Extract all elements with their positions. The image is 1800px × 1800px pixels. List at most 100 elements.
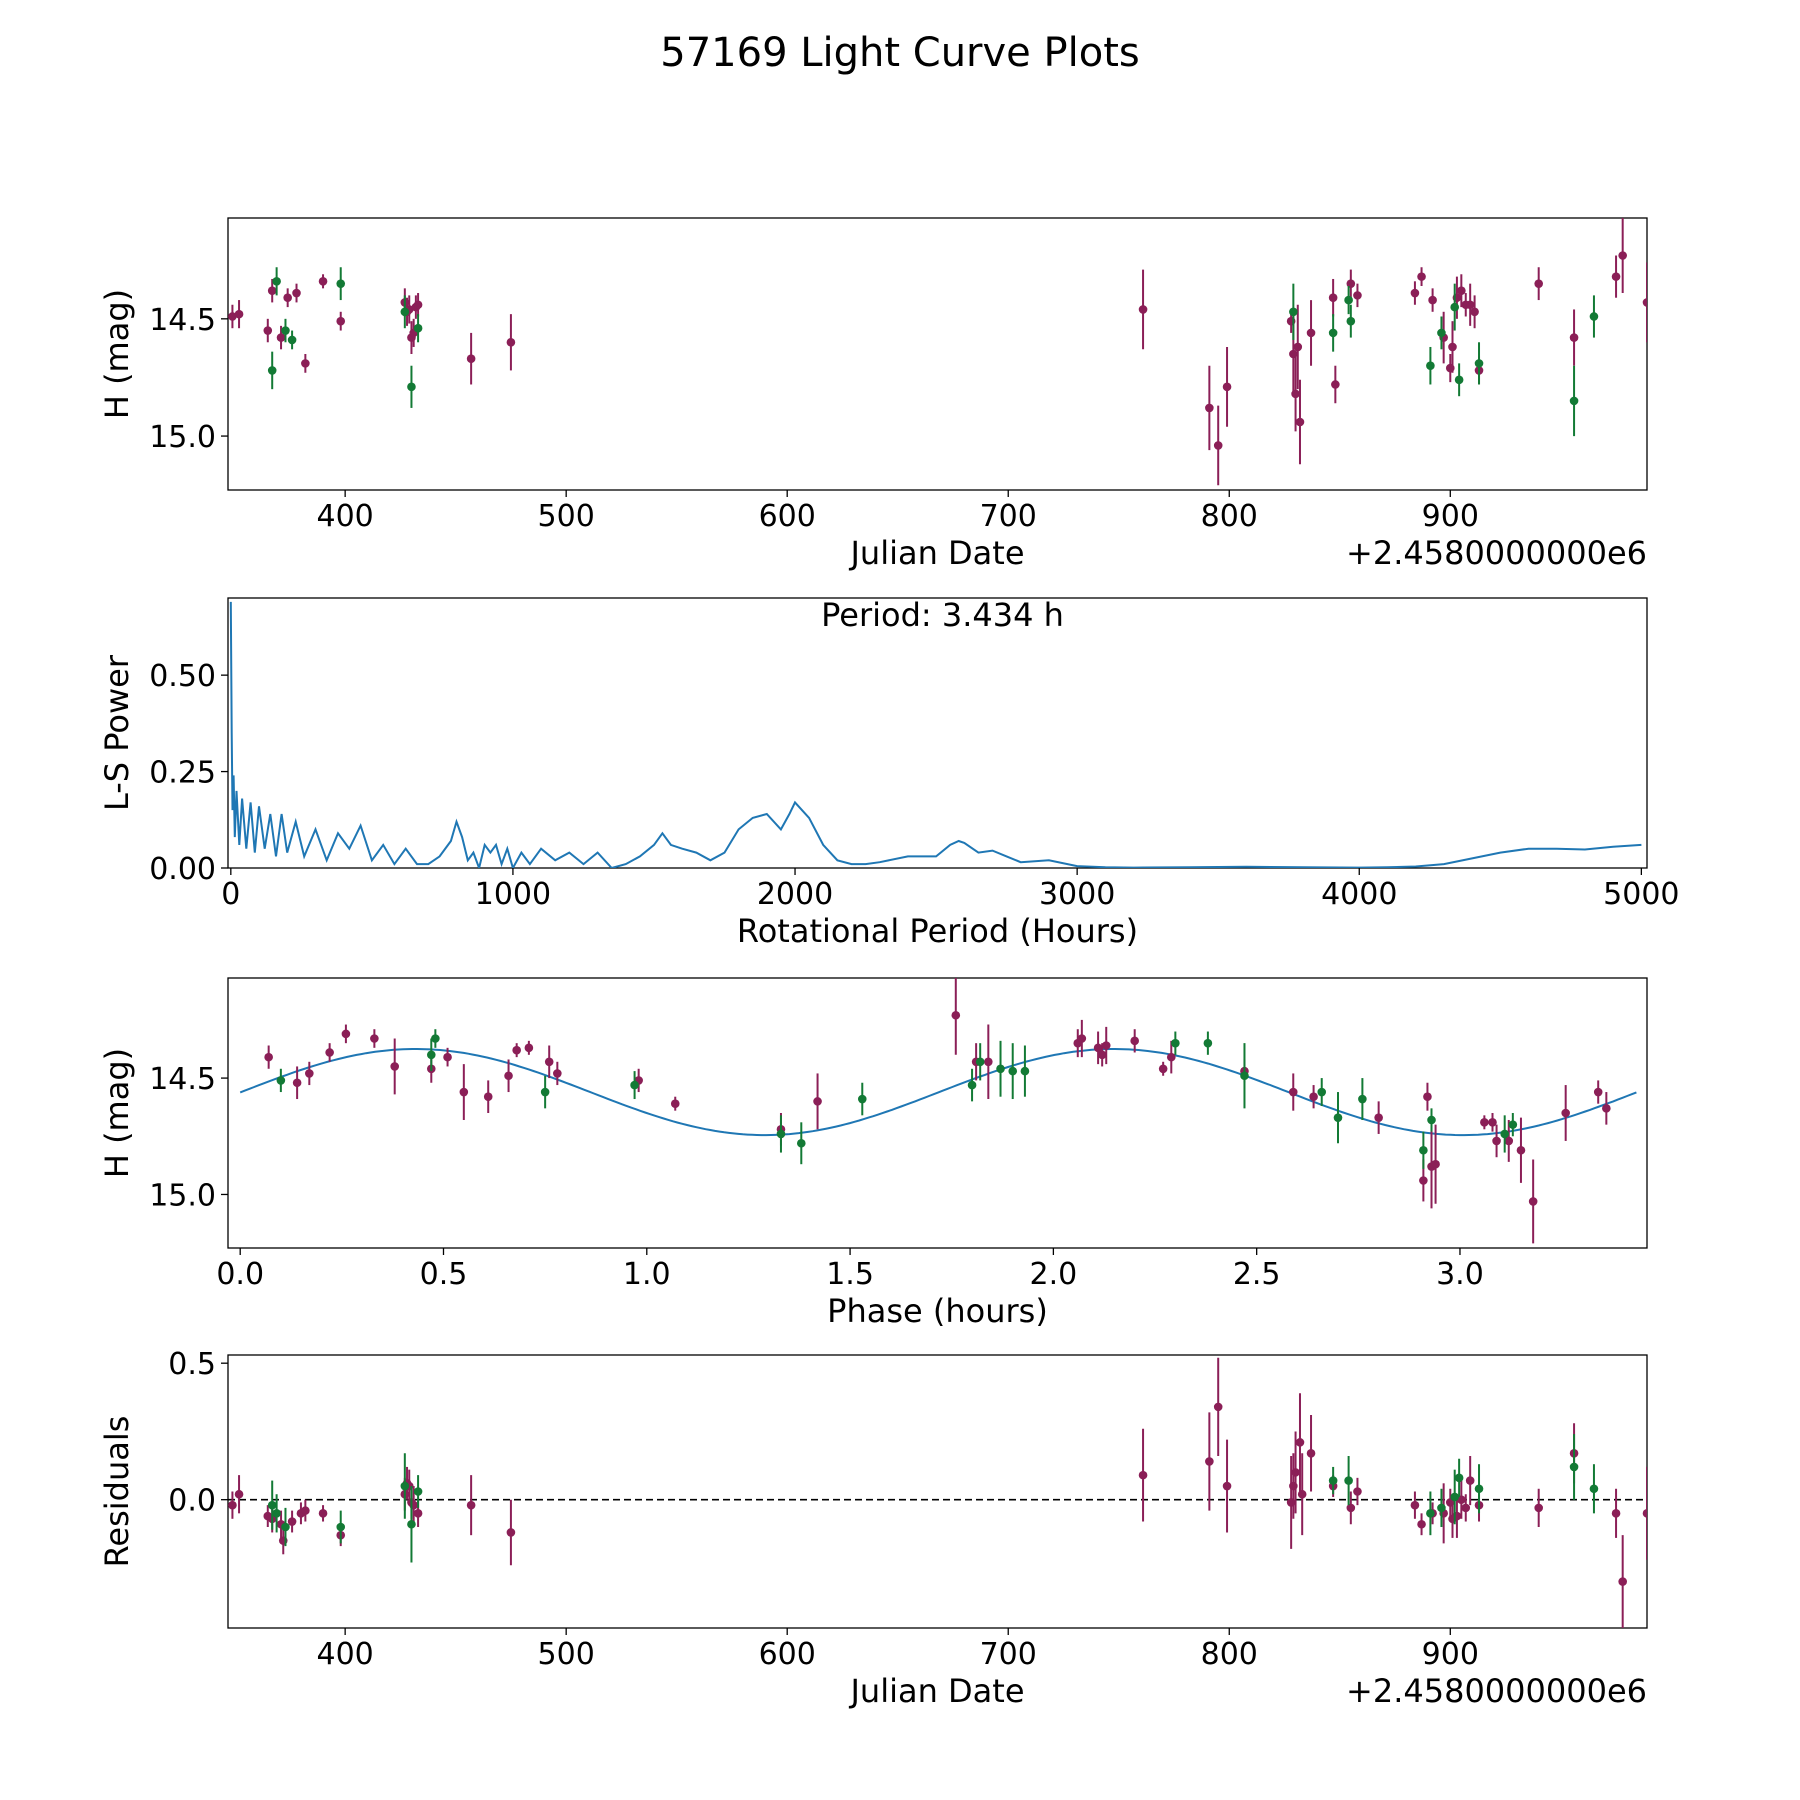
green-data-point <box>272 277 281 286</box>
x-tick-label: 2000 <box>757 877 833 912</box>
green-data-point <box>1346 316 1356 326</box>
maroon-data-point <box>413 1509 423 1518</box>
maroon-data-point <box>524 1043 534 1053</box>
panel-title: Period: 3.434 h <box>821 596 1064 634</box>
maroon-data-point <box>1205 403 1214 413</box>
maroon-data-point <box>1093 1043 1103 1053</box>
maroon-data-point <box>1306 328 1316 338</box>
maroon-data-point <box>1346 279 1356 288</box>
maroon-data-point <box>1602 1104 1611 1113</box>
maroon-data-point <box>263 326 273 335</box>
maroon-data-point <box>1611 272 1621 281</box>
maroon-data-point <box>1534 1503 1543 1513</box>
maroon-data-point <box>1291 389 1300 399</box>
green-data-point <box>1426 1509 1435 1518</box>
maroon-data-point <box>318 1509 328 1518</box>
maroon-data-point <box>1410 1500 1420 1510</box>
maroon-data-point <box>506 337 516 347</box>
maroon-data-point <box>1488 1118 1497 1127</box>
green-data-point <box>400 307 410 317</box>
maroon-data-point <box>228 312 237 321</box>
maroon-data-point <box>1166 1052 1176 1062</box>
green-data-point <box>996 1064 1005 1074</box>
maroon-data-point <box>1480 1118 1489 1127</box>
green-data-point <box>1008 1066 1018 1076</box>
maroon-data-point <box>1353 1487 1362 1496</box>
green-data-point <box>1500 1129 1509 1139</box>
maroon-data-point <box>287 1517 297 1526</box>
maroon-data-point <box>1492 1136 1501 1146</box>
green-data-point <box>630 1080 639 1090</box>
maroon-data-point <box>1297 1489 1307 1499</box>
green-data-point <box>281 1522 290 1532</box>
maroon-data-point <box>1516 1145 1526 1155</box>
green-data-point <box>1454 375 1464 385</box>
x-axis-label: Phase (hours) <box>827 1292 1048 1330</box>
maroon-data-point <box>1101 1041 1111 1050</box>
green-data-point <box>1437 1503 1446 1513</box>
green-data-point <box>276 1076 286 1085</box>
x-tick-label: 0 <box>221 877 240 912</box>
maroon-data-point <box>1428 295 1437 305</box>
green-data-point <box>1289 307 1298 317</box>
maroon-data-point <box>1289 349 1298 359</box>
y-axis-label: H (mag) <box>98 1048 136 1178</box>
green-data-point <box>267 366 277 375</box>
power-series-line <box>229 601 1642 868</box>
green-data-point <box>1240 1071 1249 1081</box>
x-tick-label: 0.0 <box>216 1257 264 1292</box>
green-data-point <box>1454 1473 1464 1483</box>
plot-area <box>239 978 1637 1244</box>
maroon-data-point <box>1374 1113 1383 1122</box>
light-curve-panel: 400 500 600 700 800 900 15.0 14.5 Julian Date H (… <box>98 217 1648 572</box>
maroon-data-point <box>283 293 292 303</box>
green-data-point <box>413 1487 423 1496</box>
x-axis-label: Julian Date <box>848 1672 1024 1710</box>
maroon-data-point <box>1353 291 1362 300</box>
maroon-data-point <box>1569 333 1579 342</box>
y-tick-label: 15.0 <box>149 420 216 455</box>
green-data-point <box>336 1522 346 1532</box>
green-data-point <box>975 1057 985 1067</box>
y-axis-label: Residuals <box>98 1416 136 1568</box>
x-tick-label: 900 <box>1422 499 1479 534</box>
maroon-data-point <box>1158 1064 1168 1074</box>
x-tick-label: 3.0 <box>1436 1257 1484 1292</box>
green-data-point <box>272 1509 281 1518</box>
maroon-data-point <box>1593 1087 1603 1097</box>
maroon-data-point <box>1461 1503 1471 1513</box>
maroon-data-point <box>1331 380 1340 389</box>
maroon-data-point <box>1410 288 1420 298</box>
maroon-data-point <box>544 1057 554 1067</box>
green-data-point <box>857 1094 867 1104</box>
maroon-data-point <box>370 1034 379 1043</box>
maroon-data-point <box>264 1052 273 1062</box>
periodogram-panel: 0 1000 2000 3000 4000 5000 0.00 0.25 0.50 Rotatio… <box>98 596 1680 950</box>
figure-title: 57169 Light Curve Plots <box>660 30 1139 76</box>
maroon-data-point <box>1077 1034 1087 1043</box>
maroon-data-point <box>1611 1509 1621 1518</box>
green-data-point <box>1426 361 1435 371</box>
axes-frame <box>227 1354 1648 1629</box>
maroon-data-point <box>336 316 346 326</box>
maroon-data-point <box>267 286 277 295</box>
y-tick-label: 15.0 <box>149 1178 216 1213</box>
green-data-point <box>1419 1145 1428 1155</box>
green-data-point <box>776 1129 786 1139</box>
x-tick-label: 600 <box>759 1637 816 1672</box>
x-tick-label: 600 <box>759 499 816 534</box>
plot-area <box>229 601 1642 868</box>
plot-area <box>228 1357 1647 1628</box>
green-data-point <box>1437 328 1446 338</box>
x-tick-label: 1.0 <box>623 1257 671 1292</box>
green-data-point <box>413 323 423 333</box>
maroon-data-point <box>483 1092 493 1102</box>
maroon-data-point <box>1618 1577 1627 1586</box>
green-data-point <box>1569 1462 1579 1472</box>
green-data-point <box>1569 396 1579 406</box>
x-tick-label: 900 <box>1422 1637 1479 1672</box>
y-tick-label: 0.50 <box>149 659 216 694</box>
y-tick-label: 0.00 <box>149 852 216 887</box>
maroon-data-point <box>390 1062 400 1071</box>
green-data-point <box>1344 1476 1353 1485</box>
